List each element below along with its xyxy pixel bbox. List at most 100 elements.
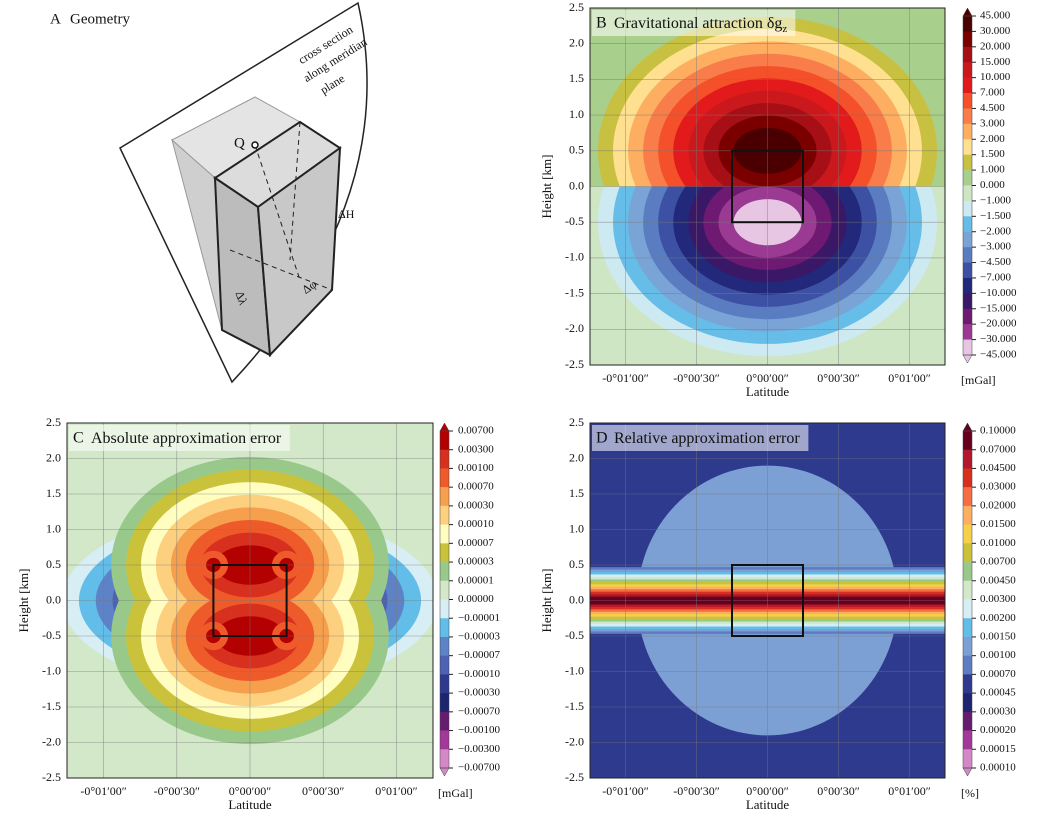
colorbar-label: 4.500	[980, 102, 1005, 114]
y-tick-label: 0.5	[569, 143, 584, 157]
colorbar-label: −0.00100	[458, 724, 500, 736]
colorbar-label: 45.000	[980, 10, 1011, 22]
y-tick-label: 2.5	[46, 415, 61, 429]
x-axis-label: Latitude	[746, 384, 790, 399]
colorbar-band	[440, 618, 449, 637]
x-tick-label: 0°00′00″	[746, 371, 788, 385]
colorbar-label: 0.00450	[980, 574, 1016, 586]
y-tick-label: 2.0	[46, 450, 61, 464]
colorbar-label: −0.00001	[458, 612, 500, 624]
colorbar-label: 0.03000	[980, 481, 1016, 493]
colorbar-band	[963, 543, 972, 562]
x-tick-label: 0°00′00″	[229, 784, 271, 798]
colorbar-band	[440, 487, 449, 506]
colorbar-unit: [mGal]	[438, 786, 473, 800]
colorbar-extend	[963, 423, 972, 431]
y-tick-label: -1.5	[565, 699, 584, 713]
y-tick-label: -1.5	[42, 699, 61, 713]
colorbar-label: −2.000	[980, 225, 1011, 237]
colorbar-extend	[963, 8, 972, 16]
y-tick-label: -2.0	[565, 734, 584, 748]
y-tick-label: -0.5	[565, 628, 584, 642]
colorbar-label: −0.00010	[458, 668, 500, 680]
colorbar-label: 3.000	[980, 117, 1005, 129]
geometry-panel: A Geometry Q cross section along meridia…	[50, 3, 369, 382]
colorbar-band	[963, 78, 972, 94]
colorbar-label: 0.00070	[980, 668, 1016, 680]
y-tick-label: -1.0	[565, 250, 584, 264]
colorbar-band	[440, 693, 449, 712]
colorbar-band	[963, 340, 972, 356]
colorbar-label: 0.02000	[980, 499, 1016, 511]
colorbar-label: 0.00000	[458, 593, 494, 605]
panel-title: Gravitational attraction δgz	[614, 15, 787, 35]
y-tick-label: -2.5	[565, 770, 584, 784]
colorbar-band	[963, 47, 972, 63]
colorbar-band	[963, 656, 972, 675]
colorbar-band	[963, 108, 972, 124]
y-tick-label: -1.5	[565, 285, 584, 299]
y-tick-label: -1.0	[565, 663, 584, 677]
colorbar-band	[963, 487, 972, 506]
y-tick-label: -2.0	[565, 321, 584, 335]
colorbar-band	[963, 293, 972, 309]
y-tick-label: 1.5	[569, 486, 584, 500]
colorbar-band	[440, 731, 449, 750]
y-tick-label: -0.5	[42, 628, 61, 642]
colorbar-label: 0.00030	[458, 499, 494, 511]
colorbar-band	[963, 637, 972, 656]
y-tick-label: -1.0	[42, 663, 61, 677]
colorbar-label: 0.000	[980, 179, 1005, 191]
colorbar-band	[963, 468, 972, 487]
colorbar-band	[963, 93, 972, 109]
colorbar-label: −0.00700	[458, 762, 500, 774]
panel-title: Geometry	[70, 11, 130, 27]
title-text: Relative approximation error	[614, 430, 800, 447]
colorbar-band	[963, 618, 972, 637]
y-tick-label: 2.0	[569, 35, 584, 49]
colorbar-extend	[440, 768, 449, 776]
colorbar-label: 0.07000	[980, 443, 1016, 455]
colorbar-band	[963, 731, 972, 750]
title-box: B Gravitational attraction δgz	[592, 10, 795, 36]
colorbar-band	[963, 581, 972, 600]
colorbar-band	[963, 674, 972, 693]
title-text: Absolute approximation error	[91, 430, 282, 447]
colorbar-band	[963, 62, 972, 78]
y-tick-label: -2.0	[42, 734, 61, 748]
colorbar-band	[440, 637, 449, 656]
x-tick-label: 0°00′30″	[302, 784, 344, 798]
colorbar-label: 10.000	[980, 71, 1011, 83]
y-tick-label: 1.0	[569, 521, 584, 535]
colorbar-label: −3.000	[980, 241, 1011, 253]
x-tick-label: 0°01′00″	[888, 784, 930, 798]
colorbar-band	[963, 247, 972, 263]
colorbar-band	[440, 712, 449, 731]
colorbar-label: 0.10000	[980, 425, 1016, 437]
y-tick-label: 0.0	[46, 592, 61, 606]
colorbar-label: −15.000	[980, 302, 1017, 314]
x-tick-label: -0°01′00″	[602, 371, 648, 385]
colorbar-label: −4.500	[980, 256, 1011, 268]
colorbar-label: −20.000	[980, 318, 1017, 330]
colorbar-label: −0.00007	[458, 649, 500, 661]
colorbar-label: −0.00300	[458, 743, 500, 755]
colorbar-label: 0.00003	[458, 556, 494, 568]
x-axis-label: Latitude	[228, 797, 272, 812]
colorbar-label: 0.00030	[980, 705, 1016, 717]
colorbar-band	[440, 525, 449, 544]
colorbar-label: 0.00010	[458, 518, 494, 530]
colorbar-band	[963, 693, 972, 712]
figure: A Geometry Q cross section along meridia…	[0, 0, 1043, 820]
y-tick-label: 0.0	[569, 592, 584, 606]
x-tick-label: -0°00′30″	[154, 784, 200, 798]
colorbar-label: 1.500	[980, 148, 1005, 160]
colorbar-label: 0.00700	[980, 556, 1016, 568]
colorbar-extend	[963, 768, 972, 776]
colorbar-label: 0.00100	[980, 649, 1016, 661]
panel-label: B	[596, 15, 607, 32]
title-subscript: z	[782, 23, 787, 35]
title-box: DRelative approximation error	[592, 425, 808, 451]
colorbar-label: −0.00070	[458, 705, 500, 717]
x-tick-label: -0°00′30″	[673, 371, 719, 385]
